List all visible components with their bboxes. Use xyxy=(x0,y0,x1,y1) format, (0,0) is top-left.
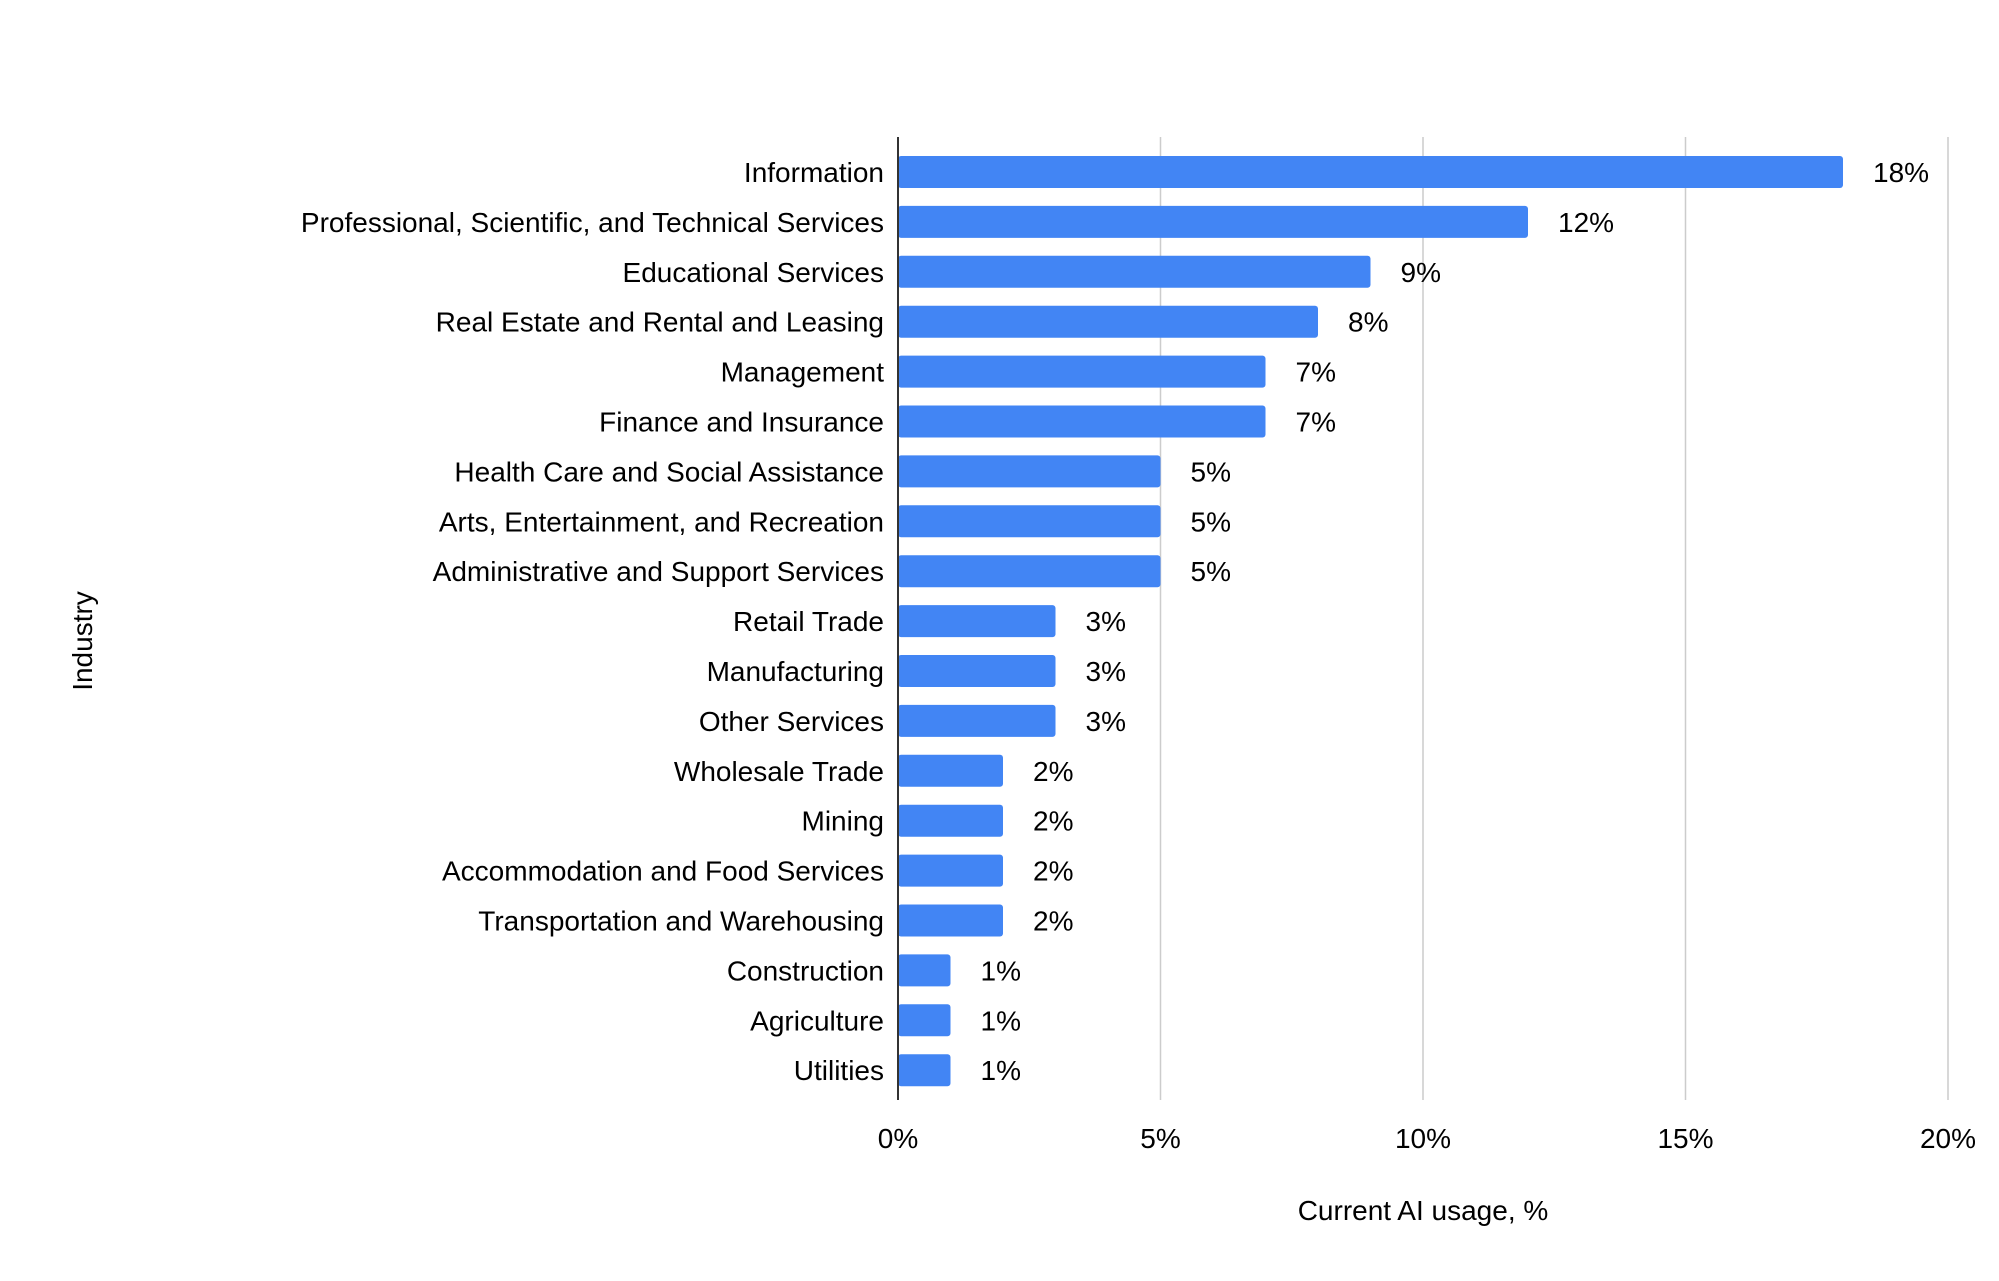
y-axis-title: Industry xyxy=(67,591,98,691)
value-label: 1% xyxy=(981,955,1021,986)
value-label: 7% xyxy=(1296,407,1336,438)
category-label: Mining xyxy=(802,806,884,837)
bar xyxy=(898,1054,951,1087)
bars xyxy=(898,156,1843,1087)
value-label: 8% xyxy=(1348,307,1388,338)
value-label: 3% xyxy=(1086,706,1126,737)
value-label: 18% xyxy=(1873,157,1929,188)
bar xyxy=(898,754,1003,787)
value-labels: 18% 12% 9% 8% 7% 7% 5% 5% 5% 3% 3% 3% 2% 2% 2% 2% 1% 1% 1% xyxy=(981,157,1930,1086)
bar xyxy=(898,555,1161,588)
value-label: 7% xyxy=(1296,357,1336,388)
category-label: Utilities xyxy=(794,1055,884,1086)
x-tick-label: 10% xyxy=(1395,1123,1451,1154)
value-label: 5% xyxy=(1191,456,1231,487)
bar xyxy=(898,305,1318,338)
category-label: Management xyxy=(721,357,885,388)
x-tick-label: 15% xyxy=(1657,1123,1713,1154)
x-tick-label: 0% xyxy=(878,1123,918,1154)
category-label: Other Services xyxy=(699,706,884,737)
value-label: 3% xyxy=(1086,656,1126,687)
value-label: 3% xyxy=(1086,606,1126,637)
bar xyxy=(898,655,1056,687)
bar xyxy=(898,904,1003,937)
category-label: Manufacturing xyxy=(707,656,884,687)
category-label: Health Care and Social Assistance xyxy=(454,456,884,487)
bar xyxy=(898,605,1056,638)
bar xyxy=(898,405,1266,438)
bar xyxy=(898,704,1056,737)
bar xyxy=(898,156,1843,188)
bar xyxy=(898,1004,951,1037)
x-tick-labels: 0% 5% 10% 15% 20% xyxy=(878,1123,1976,1154)
value-label: 9% xyxy=(1401,257,1441,288)
x-tick-label: 5% xyxy=(1140,1123,1180,1154)
bar xyxy=(898,804,1003,837)
category-label: Transportation and Warehousing xyxy=(478,906,884,937)
gridlines xyxy=(1159,137,1949,1100)
value-label: 2% xyxy=(1033,906,1073,937)
category-label: Construction xyxy=(727,955,884,986)
value-label: 12% xyxy=(1558,207,1614,238)
value-label: 2% xyxy=(1033,756,1073,787)
bar xyxy=(898,854,1003,887)
x-axis-title: Current AI usage, % xyxy=(1298,1195,1549,1226)
category-label: Real Estate and Rental and Leasing xyxy=(436,307,884,338)
category-label: Wholesale Trade xyxy=(674,756,884,787)
value-label: 5% xyxy=(1191,556,1231,587)
category-label: Arts, Entertainment, and Recreation xyxy=(439,506,884,537)
category-label: Educational Services xyxy=(623,257,884,288)
category-label: Information xyxy=(744,157,884,188)
category-label: Finance and Insurance xyxy=(599,407,884,438)
value-label: 5% xyxy=(1191,506,1231,537)
category-label: Administrative and Support Services xyxy=(433,556,884,587)
bar xyxy=(898,355,1266,388)
bar xyxy=(898,455,1161,488)
x-tick-label: 20% xyxy=(1920,1123,1976,1154)
category-label: Professional, Scientific, and Technical … xyxy=(301,207,884,238)
category-label: Agriculture xyxy=(750,1005,884,1036)
value-label: 1% xyxy=(981,1005,1021,1036)
category-labels: Information Professional, Scientific, and… xyxy=(301,157,884,1086)
value-label: 1% xyxy=(981,1055,1021,1086)
bar xyxy=(898,505,1161,538)
category-label: Accommodation and Food Services xyxy=(442,856,884,887)
value-label: 2% xyxy=(1033,806,1073,837)
bar xyxy=(898,255,1371,288)
value-label: 2% xyxy=(1033,856,1073,887)
category-label: Retail Trade xyxy=(733,606,884,637)
bar xyxy=(898,954,951,987)
bar xyxy=(898,205,1528,238)
